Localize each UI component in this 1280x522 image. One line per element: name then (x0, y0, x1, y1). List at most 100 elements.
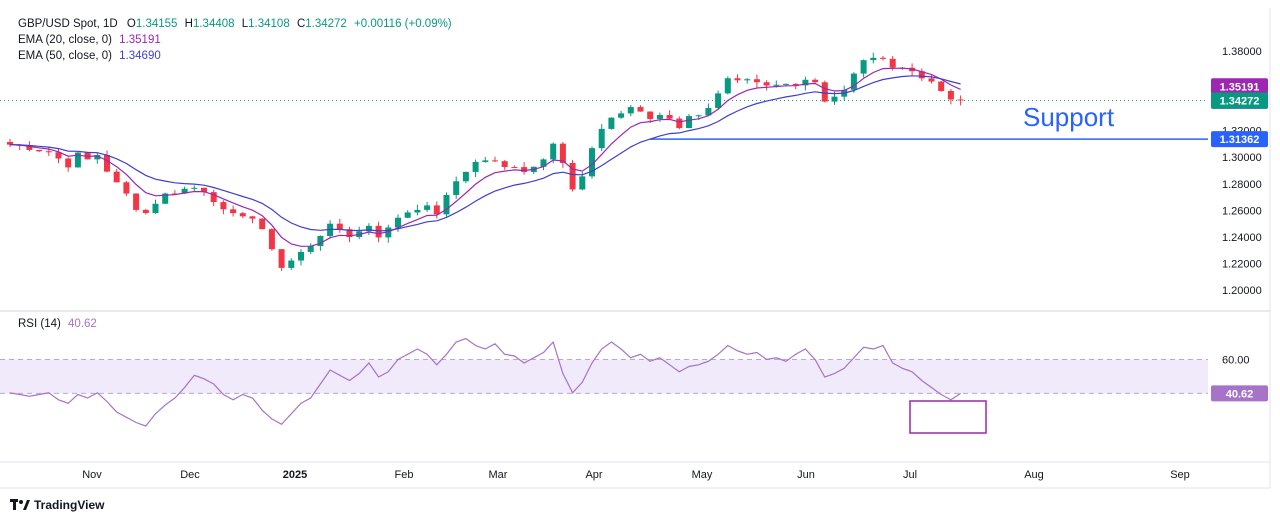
candle-body (404, 212, 411, 218)
rsi-line (9, 337, 961, 427)
time-tick-label: Jul (903, 469, 917, 481)
candle-body (889, 58, 896, 68)
candle-body (656, 115, 663, 119)
price-tick-label: 1.28000 (1222, 179, 1262, 191)
legend-ema20[interactable]: EMA (20, close, 0) 1.35191 (18, 32, 161, 48)
price-tick-label: 1.24000 (1222, 232, 1262, 244)
ema-lines (9, 67, 961, 247)
candle-body (695, 115, 702, 117)
candle-body (181, 188, 188, 194)
candle-body (45, 151, 52, 153)
candle-body (123, 182, 130, 194)
candle-body (744, 79, 751, 81)
high-value: 1.34408 (192, 18, 235, 30)
candles (7, 52, 964, 272)
close-label: C (296, 18, 306, 30)
candle-body (239, 213, 246, 217)
candle-body (171, 193, 178, 195)
candle-body (26, 145, 33, 150)
candle-body (860, 60, 867, 74)
candle-body (918, 71, 925, 79)
candle-body (55, 152, 62, 159)
change-value: +0.00116 (+0.09%) (354, 18, 452, 30)
rsi-value: 40.62 (68, 318, 97, 330)
last-price-badge-bg (1211, 92, 1268, 109)
candle-body (559, 143, 566, 163)
low-value: 1.34108 (248, 18, 290, 30)
candle-body (336, 223, 343, 230)
candle-body (928, 78, 935, 82)
time-tick-label: Jun (797, 469, 815, 481)
candle-body (220, 202, 227, 210)
candle-body (870, 57, 877, 61)
candle-body (65, 158, 72, 168)
candle-body (191, 187, 198, 189)
candle-body (753, 79, 760, 83)
candle-body (579, 176, 586, 190)
price-tick-label: 1.22000 (1222, 258, 1262, 270)
rsi-highlight-box (909, 400, 987, 434)
ema20-price-badge: 1.35191 (1220, 81, 1260, 93)
candle-body (74, 152, 81, 168)
candle-body (424, 205, 431, 210)
rsi-value-badge: 40.62 (1226, 388, 1254, 400)
candle-body (880, 57, 886, 59)
time-tick-label: Aug (1024, 469, 1044, 481)
support-price-badge: 1.31362 (1220, 134, 1260, 146)
candle-body (705, 107, 712, 116)
last-price-badge: 1.34272 (1220, 95, 1260, 107)
candle-body (278, 249, 285, 268)
time-tick-label: Dec (180, 469, 200, 481)
candle-body (734, 78, 741, 81)
candle-body (443, 195, 450, 215)
candle-body (365, 225, 372, 232)
candle-body (113, 171, 120, 183)
candle-body (142, 209, 149, 214)
candle-body (288, 260, 295, 268)
candle-body (792, 83, 799, 86)
legend-main: GBP/USD Spot, 1D O1.34155 H1.34408 L1.34… (18, 16, 452, 32)
open-label: O (126, 18, 136, 30)
candle-body (715, 93, 722, 108)
candle-body (550, 143, 557, 160)
candle-body (307, 246, 314, 252)
candle-body (492, 160, 498, 162)
candle-body (133, 193, 140, 210)
candle-body (298, 251, 304, 261)
candle-body (686, 116, 692, 129)
support-price-badge-bg (1211, 131, 1268, 148)
price-tick-label: 1.26000 (1222, 205, 1262, 217)
candle-body (249, 216, 256, 219)
rsi-pane (9, 337, 987, 434)
candle-body (511, 167, 518, 169)
symbol-title[interactable]: GBP/USD Spot, 1D (18, 18, 118, 30)
candle-body (666, 115, 673, 119)
candle-body (104, 155, 110, 172)
candle-body (627, 107, 634, 114)
candle-body (850, 73, 857, 90)
candle-body (589, 148, 595, 177)
candle-body (472, 161, 479, 172)
candle-body (521, 167, 528, 172)
candle-body (540, 159, 547, 167)
ema20-label: EMA (20, close, 0) (18, 34, 112, 46)
time-tick-label: Feb (395, 469, 414, 481)
candle-body (608, 117, 615, 129)
price-tick-label: 1.38000 (1222, 46, 1262, 58)
tradingview-logo[interactable]: TradingView (10, 498, 104, 512)
candle-body (414, 209, 421, 213)
candle-body (268, 229, 275, 250)
candle-body (812, 79, 819, 83)
candle-body (763, 82, 770, 86)
ema50-label: EMA (50, close, 0) (18, 50, 112, 62)
legend-rsi[interactable]: RSI (14) 40.62 (18, 316, 97, 332)
legend-ema50[interactable]: EMA (50, close, 0) 1.34690 (18, 48, 161, 64)
candle-body (7, 141, 13, 145)
candle-body (501, 161, 508, 168)
candle-body (230, 209, 237, 214)
ema20-price-badge-bg (1211, 78, 1268, 95)
time-tick-label: Apr (585, 469, 602, 481)
candle-body (783, 83, 789, 85)
